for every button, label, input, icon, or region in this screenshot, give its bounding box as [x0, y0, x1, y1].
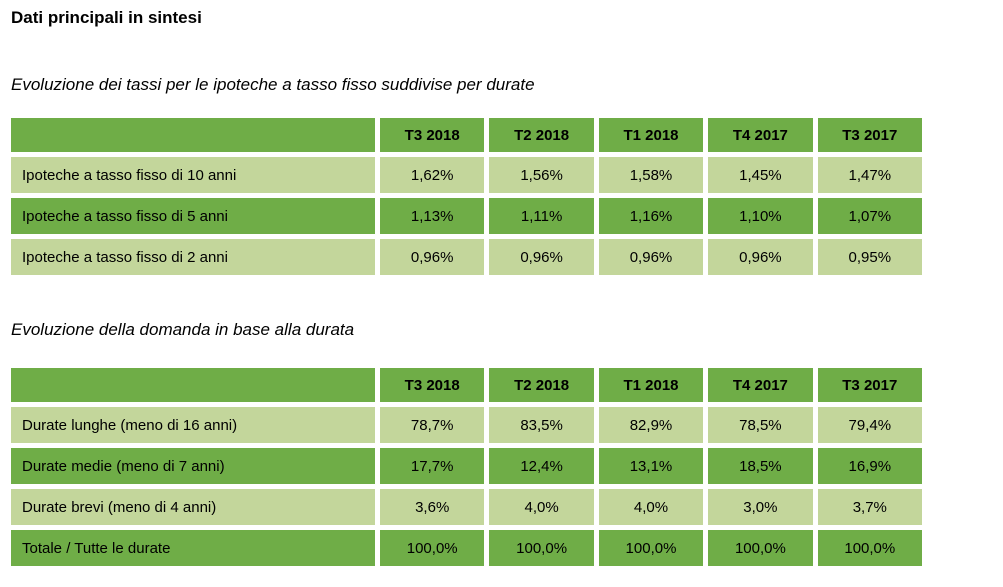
demand-table: T3 2018 T2 2018 T1 2018 T4 2017 T3 2017 Durat… [11, 368, 922, 566]
value-cell: 1,07% [817, 198, 922, 234]
section-subtitle-rates: Evoluzione dei tassi per le ipoteche a t… [11, 75, 535, 94]
value-cell: 100,0% [817, 530, 922, 566]
row-label: Durate brevi (meno di 4 anni) [11, 489, 375, 525]
page-title: Dati principali in sintesi [11, 8, 202, 27]
value-cell: 18,5% [708, 448, 813, 484]
row-label: Ipoteche a tasso fisso di 2 anni [11, 239, 375, 275]
header-corner-cell [11, 118, 375, 152]
section-subtitle-demand: Evoluzione della domanda in base alla du… [11, 320, 355, 339]
value-cell: 1,13% [380, 198, 485, 234]
value-cell: 0,96% [489, 239, 594, 275]
value-cell: 12,4% [489, 448, 594, 484]
column-header: T4 2017 [708, 368, 813, 402]
value-cell: 100,0% [380, 530, 485, 566]
value-cell: 82,9% [598, 407, 704, 443]
row-label: Durate lunghe (meno di 16 anni) [11, 407, 375, 443]
value-cell: 78,5% [708, 407, 813, 443]
value-cell: 4,0% [598, 489, 704, 525]
column-header: T2 2018 [489, 118, 594, 152]
value-cell: 1,45% [708, 157, 813, 193]
value-cell: 100,0% [708, 530, 813, 566]
column-header: T3 2018 [380, 368, 485, 402]
value-cell: 17,7% [380, 448, 485, 484]
value-cell: 16,9% [817, 448, 922, 484]
row-label: Durate medie (meno di 7 anni) [11, 448, 375, 484]
column-header: T2 2018 [489, 368, 594, 402]
value-cell: 1,56% [489, 157, 594, 193]
value-cell: 1,58% [598, 157, 704, 193]
value-cell: 1,62% [380, 157, 485, 193]
column-header: T3 2018 [380, 118, 485, 152]
value-cell: 3,0% [708, 489, 813, 525]
rates-table: T3 2018 T2 2018 T1 2018 T4 2017 T3 2017 Ipote… [11, 118, 922, 275]
value-cell: 79,4% [817, 407, 922, 443]
value-cell: 100,0% [489, 530, 594, 566]
row-label: Ipoteche a tasso fisso di 10 anni [11, 157, 375, 193]
value-cell: 1,16% [598, 198, 704, 234]
value-cell: 13,1% [598, 448, 704, 484]
value-cell: 4,0% [489, 489, 594, 525]
value-cell: 0,96% [598, 239, 704, 275]
value-cell: 0,96% [708, 239, 813, 275]
value-cell: 3,6% [380, 489, 485, 525]
header-corner-cell [11, 368, 375, 402]
row-label: Ipoteche a tasso fisso di 5 anni [11, 198, 375, 234]
column-header: T3 2017 [817, 368, 922, 402]
column-header: T3 2017 [817, 118, 922, 152]
value-cell: 1,11% [489, 198, 594, 234]
value-cell: 0,96% [380, 239, 485, 275]
column-header: T4 2017 [708, 118, 813, 152]
column-header: T1 2018 [598, 368, 704, 402]
row-label: Totale / Tutte le durate [11, 530, 375, 566]
value-cell: 1,47% [817, 157, 922, 193]
value-cell: 1,10% [708, 198, 813, 234]
value-cell: 100,0% [598, 530, 704, 566]
column-header: T1 2018 [598, 118, 704, 152]
value-cell: 0,95% [817, 239, 922, 275]
value-cell: 3,7% [817, 489, 922, 525]
value-cell: 78,7% [380, 407, 485, 443]
value-cell: 83,5% [489, 407, 594, 443]
